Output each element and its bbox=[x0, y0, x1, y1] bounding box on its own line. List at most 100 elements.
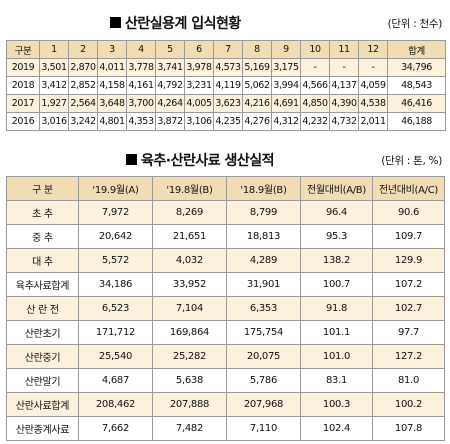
table-cell: 96.4 bbox=[300, 200, 373, 225]
table-cell: 4,119 bbox=[213, 76, 243, 95]
table-cell: 4,792 bbox=[155, 76, 185, 95]
table-cell: 207,968 bbox=[226, 392, 301, 417]
row-label: 육추사료합계 bbox=[6, 272, 79, 297]
table-cell: 3,623 bbox=[213, 94, 243, 113]
table-row: 대 추 5,572 4,032 4,289 138.2 129.9 bbox=[6, 248, 445, 273]
table-cell: 101.0 bbox=[300, 344, 373, 369]
table-cell: 3,501 bbox=[39, 58, 69, 77]
table-cell: 100.3 bbox=[300, 392, 373, 417]
section1-unit: (단위 : 천수) bbox=[387, 18, 443, 30]
table-cell: 3,016 bbox=[39, 112, 69, 131]
table-cell: 4,216 bbox=[242, 94, 272, 113]
table-cell: 102.4 bbox=[300, 416, 373, 441]
table-cell: 7,110 bbox=[226, 416, 301, 441]
row-label: 산란초기 bbox=[6, 320, 79, 345]
header-cell: 12 bbox=[358, 40, 388, 59]
table-cell: 4,687 bbox=[78, 368, 153, 393]
table-cell: 4,158 bbox=[97, 76, 127, 95]
table-cell: 4,538 bbox=[358, 94, 388, 113]
table-cell: 4,264 bbox=[155, 94, 185, 113]
header-cell: 전월대비(A/B) bbox=[300, 176, 373, 201]
row-label: 초 추 bbox=[6, 200, 79, 225]
table-cell: 3,978 bbox=[184, 58, 214, 77]
header-cell: 5 bbox=[155, 40, 185, 59]
square-bullet-icon bbox=[126, 154, 137, 165]
table-cell: - bbox=[358, 58, 388, 77]
table-cell: 83.1 bbox=[300, 368, 373, 393]
table-row: 산란종계사료 7,662 7,482 7,110 102.4 107.8 bbox=[6, 416, 445, 441]
table-cell: 7,104 bbox=[152, 296, 227, 321]
table-cell: 97.7 bbox=[372, 320, 445, 345]
table-cell: 100.2 bbox=[372, 392, 445, 417]
table-row: 2018 3,412 2,852 4,158 4,161 4,792 3,231… bbox=[6, 76, 446, 95]
table-cell: 5,786 bbox=[226, 368, 301, 393]
table-row: 산란중기 25,540 25,282 20,075 101.0 127.2 bbox=[6, 344, 445, 369]
table-cell: 207,888 bbox=[152, 392, 227, 417]
table-cell: 1,927 bbox=[39, 94, 69, 113]
table-cell: 33,952 bbox=[152, 272, 227, 297]
header-cell: '19.8월(B) bbox=[152, 176, 227, 201]
header-cell: 10 bbox=[300, 40, 330, 59]
table-cell: 3,994 bbox=[271, 76, 301, 95]
table-cell: 6,523 bbox=[78, 296, 153, 321]
table-cell: 34,186 bbox=[78, 272, 153, 297]
table-cell: 4,059 bbox=[358, 76, 388, 95]
header-cell: 2 bbox=[68, 40, 98, 59]
header-cell: '18.9월(B) bbox=[226, 176, 301, 201]
table-cell: 171,712 bbox=[78, 320, 153, 345]
table-row: 2019 3,501 2,870 4,011 3,778 3,741 3,978… bbox=[6, 58, 446, 77]
table-cell: 3,872 bbox=[155, 112, 185, 131]
header-cell: 합계 bbox=[387, 40, 446, 59]
section2-title-text: 육추·산란사료 생산실적 bbox=[141, 153, 275, 169]
table-cell: 4,312 bbox=[271, 112, 301, 131]
header-cell: 1 bbox=[39, 40, 69, 59]
table-cell: 90.6 bbox=[372, 200, 445, 225]
table-row: 중 추 20,642 21,651 18,813 95.3 109.7 bbox=[6, 224, 445, 249]
table-cell: 2016 bbox=[6, 112, 40, 131]
table-cell: 4,161 bbox=[126, 76, 156, 95]
table-cell: 2,564 bbox=[68, 94, 98, 113]
table-cell: 8,269 bbox=[152, 200, 227, 225]
table-cell: 3,700 bbox=[126, 94, 156, 113]
table-cell: 4,232 bbox=[300, 112, 330, 131]
table-cell: 4,691 bbox=[271, 94, 301, 113]
table-header-row: 구 분 '19.9월(A) '19.8월(B) '18.9월(B) 전월대비(A… bbox=[6, 176, 445, 201]
table-cell: - bbox=[329, 58, 359, 77]
table-cell: 102.7 bbox=[372, 296, 445, 321]
header-cell: 3 bbox=[97, 40, 127, 59]
table-cell: 7,482 bbox=[152, 416, 227, 441]
table-cell: 4,235 bbox=[213, 112, 243, 131]
table-cell: 81.0 bbox=[372, 368, 445, 393]
table-cell: 100.7 bbox=[300, 272, 373, 297]
table-cell: 127.2 bbox=[372, 344, 445, 369]
table-cell: - bbox=[300, 58, 330, 77]
table-cell: 2018 bbox=[6, 76, 40, 95]
table-cell: 31,901 bbox=[226, 272, 301, 297]
row-label: 산란말기 bbox=[6, 368, 79, 393]
table-cell: 4,032 bbox=[152, 248, 227, 273]
header-cell: 4 bbox=[126, 40, 156, 59]
table-cell: 2,870 bbox=[68, 58, 98, 77]
table-cell: 4,137 bbox=[329, 76, 359, 95]
table-cell: 3,106 bbox=[184, 112, 214, 131]
table-cell: 3,778 bbox=[126, 58, 156, 77]
table-cell: 138.2 bbox=[300, 248, 373, 273]
table-cell: 46,416 bbox=[387, 94, 446, 113]
table-cell: 2017 bbox=[6, 94, 40, 113]
section2-heading: 육추·산란사료 생산실적 (단위 : 톤, %) bbox=[0, 150, 450, 170]
table-header-row: 구분 1 2 3 4 5 6 7 8 9 10 11 12 합계 bbox=[6, 40, 446, 59]
table-cell: 25,540 bbox=[78, 344, 153, 369]
table-cell: 4,801 bbox=[97, 112, 127, 131]
table-cell: 5,638 bbox=[152, 368, 227, 393]
table-cell: 8,799 bbox=[226, 200, 301, 225]
header-cell: 구분 bbox=[6, 40, 40, 59]
section2-title: 육추·산란사료 생산실적 bbox=[126, 150, 275, 170]
section1-title: 산란실용계 입식현황 bbox=[110, 13, 241, 33]
row-label: 대 추 bbox=[6, 248, 79, 273]
table-cell: 4,390 bbox=[329, 94, 359, 113]
row-label: 산란사료합계 bbox=[6, 392, 79, 417]
table-cell: 95.3 bbox=[300, 224, 373, 249]
row-label: 중 추 bbox=[6, 224, 79, 249]
table-row: 산란말기 4,687 5,638 5,786 83.1 81.0 bbox=[6, 368, 445, 393]
table-cell: 3,242 bbox=[68, 112, 98, 131]
